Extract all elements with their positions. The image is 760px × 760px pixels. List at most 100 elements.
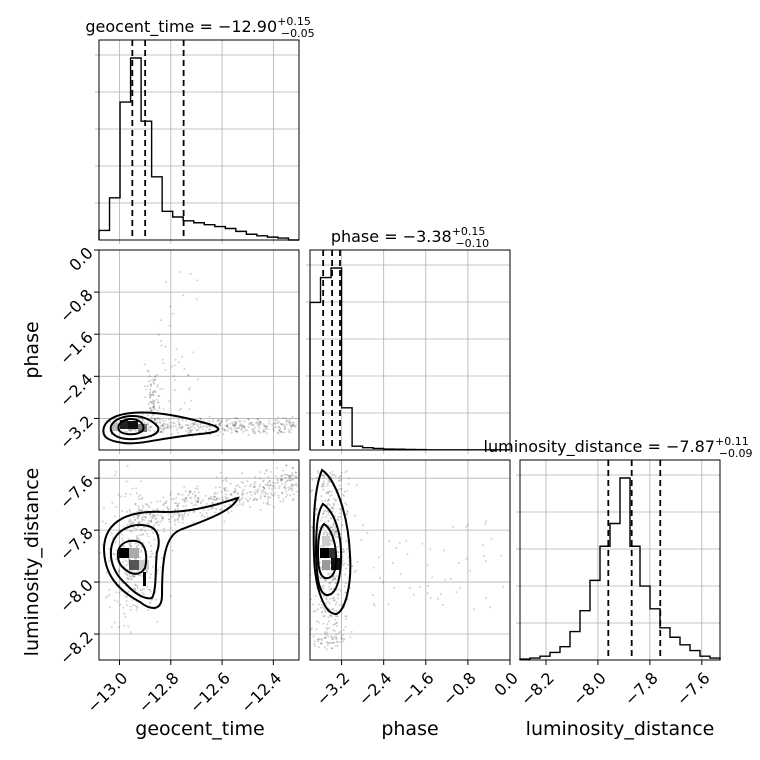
sample-point bbox=[345, 512, 348, 515]
sample-point bbox=[271, 481, 274, 484]
sample-point bbox=[212, 420, 214, 423]
sample-point bbox=[148, 541, 150, 544]
sample-point bbox=[339, 475, 342, 478]
sample-point bbox=[230, 431, 233, 434]
sample-point bbox=[254, 476, 257, 479]
sample-point bbox=[335, 640, 338, 643]
sample-point bbox=[327, 512, 330, 515]
sample-point bbox=[250, 493, 253, 496]
sample-point bbox=[122, 606, 125, 609]
sample-point bbox=[330, 641, 333, 644]
sample-point bbox=[284, 416, 287, 419]
sample-point bbox=[110, 626, 113, 629]
sample-point bbox=[220, 418, 223, 421]
sample-point bbox=[176, 504, 179, 507]
sample-point bbox=[136, 607, 139, 609]
sample-point bbox=[168, 400, 171, 403]
sample-point bbox=[266, 469, 268, 472]
sample-point bbox=[173, 375, 176, 377]
sample-point bbox=[263, 425, 266, 428]
sample-point bbox=[262, 479, 265, 482]
sample-point bbox=[264, 428, 267, 431]
sample-point bbox=[317, 638, 320, 641]
sample-point bbox=[232, 423, 234, 425]
sample-point bbox=[155, 521, 158, 524]
sample-point bbox=[232, 424, 235, 427]
sample-point bbox=[134, 519, 137, 522]
sample-point bbox=[334, 581, 337, 584]
sample-point bbox=[172, 421, 175, 424]
sample-point bbox=[280, 430, 283, 433]
sample-point bbox=[344, 502, 347, 505]
sample-point bbox=[132, 604, 135, 607]
sample-point bbox=[291, 474, 294, 477]
sample-point bbox=[342, 629, 345, 631]
sample-point bbox=[329, 572, 332, 575]
sample-point bbox=[135, 487, 137, 490]
sample-point bbox=[155, 500, 158, 503]
sample-point bbox=[147, 403, 150, 406]
sample-point bbox=[219, 422, 222, 425]
sample-point bbox=[196, 501, 199, 504]
sample-point bbox=[168, 418, 170, 421]
sample-point bbox=[152, 406, 154, 408]
sample-point bbox=[184, 424, 187, 426]
frame-luminosity-distance-vs-phase bbox=[309, 459, 511, 661]
sample-point bbox=[330, 587, 333, 590]
sample-point bbox=[192, 422, 195, 424]
sample-point bbox=[356, 560, 359, 563]
sample-point bbox=[117, 570, 120, 573]
sample-point bbox=[283, 427, 286, 430]
sample-point bbox=[281, 478, 284, 481]
sample-point bbox=[150, 409, 153, 412]
sample-point bbox=[108, 588, 111, 591]
histogram-geocent-time bbox=[98, 40, 299, 241]
sample-point bbox=[348, 477, 350, 480]
sample-point bbox=[439, 593, 442, 596]
sample-point bbox=[177, 419, 180, 421]
sample-point bbox=[214, 511, 217, 514]
sample-point bbox=[133, 588, 136, 591]
sample-point bbox=[293, 425, 296, 428]
sample-point bbox=[235, 417, 238, 420]
sample-point bbox=[327, 585, 330, 588]
sample-point bbox=[264, 492, 267, 495]
sample-point bbox=[153, 382, 156, 385]
sample-point bbox=[332, 575, 335, 578]
sample-point bbox=[166, 507, 169, 510]
sample-point bbox=[324, 631, 327, 634]
sample-point bbox=[321, 585, 324, 588]
sample-point bbox=[180, 427, 183, 429]
sample-point bbox=[325, 598, 328, 601]
sample-point bbox=[137, 505, 140, 508]
sample-point bbox=[221, 499, 224, 502]
sample-point bbox=[324, 637, 327, 639]
sample-point bbox=[140, 520, 143, 523]
sample-point bbox=[273, 426, 276, 429]
sample-point bbox=[327, 498, 330, 501]
sample-point bbox=[130, 530, 133, 533]
sample-point bbox=[136, 535, 138, 537]
sample-point bbox=[272, 427, 275, 430]
sample-point bbox=[280, 479, 283, 481]
sample-point bbox=[181, 425, 184, 428]
sample-point bbox=[458, 587, 461, 589]
sample-point bbox=[267, 481, 270, 484]
sample-point bbox=[258, 427, 261, 430]
sample-point bbox=[142, 593, 145, 596]
yticks-phase: −3.2−2.4−1.6−0.80.0 bbox=[56, 243, 99, 453]
sample-point bbox=[173, 520, 176, 523]
sample-point bbox=[203, 516, 206, 518]
sample-point bbox=[249, 497, 252, 500]
sample-point bbox=[317, 621, 320, 624]
sample-point bbox=[328, 495, 331, 497]
sample-point bbox=[104, 596, 107, 599]
sample-point bbox=[322, 606, 324, 609]
sample-point bbox=[128, 508, 131, 511]
sample-point bbox=[398, 541, 401, 544]
sample-point bbox=[226, 423, 229, 426]
sample-point bbox=[220, 420, 223, 423]
contour-inner bbox=[116, 539, 148, 575]
sample-point bbox=[194, 494, 197, 497]
sample-point bbox=[183, 498, 186, 501]
